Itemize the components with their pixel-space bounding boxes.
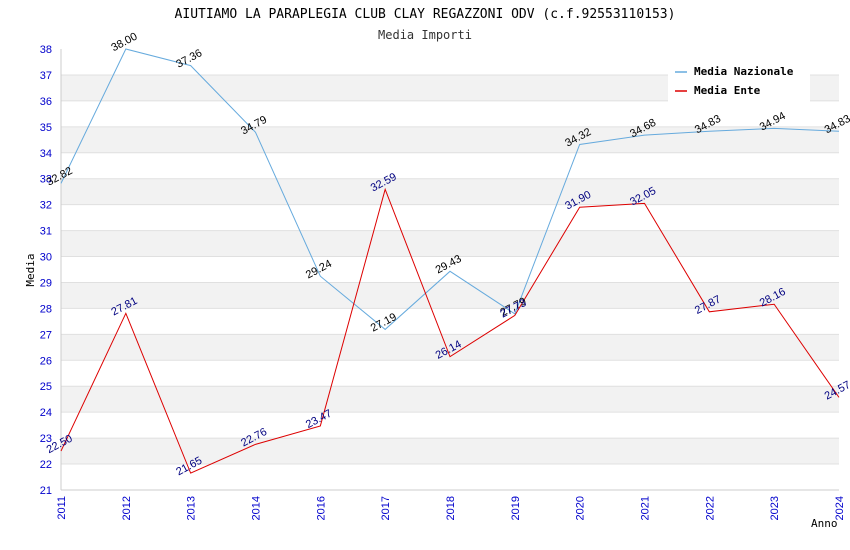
y-tick-label: 33 [40, 174, 52, 186]
x-tick-label: 2013 [186, 496, 198, 520]
chart-title: AIUTIAMO LA PARAPLEGIA CLUB CLAY REGAZZO… [175, 7, 676, 22]
x-tick-label: 2016 [315, 496, 327, 520]
grid-bands [61, 49, 839, 491]
y-tick-label: 28 [40, 303, 52, 315]
legend-label-nazionale: Media Nazionale [694, 65, 794, 78]
x-tick-label: 2017 [380, 496, 392, 520]
series-lines [60, 48, 840, 474]
x-tick-label: 2023 [769, 496, 781, 520]
y-tick-label: 23 [40, 433, 52, 445]
series-line-ente [60, 187, 840, 474]
y-tick-label: 22 [40, 459, 52, 471]
chart-subtitle: Media Importi [378, 28, 472, 42]
y-axis-ticks: 21 22 23 24 25 26 27 28 29 30 31 32 33 34 35 36 37 38 [40, 44, 52, 497]
y-tick-label: 32 [40, 200, 52, 212]
legend-box [668, 60, 810, 102]
grid-band [61, 386, 839, 413]
y-tick-label: 26 [40, 355, 52, 367]
grid-band [61, 412, 839, 439]
grid-band [61, 256, 839, 283]
x-tick-label: 2011 [56, 496, 68, 520]
y-tick-label: 21 [40, 485, 52, 497]
grid-band [61, 178, 839, 205]
x-tick-label: 2012 [121, 496, 133, 520]
y-tick-label: 24 [40, 407, 52, 419]
series-line-nazionale [60, 48, 840, 331]
x-axis-ticks: 2011 2012 2013 2014 2016 2017 2018 2019 2020 2021… [56, 496, 846, 520]
grid-band [61, 152, 839, 179]
y-tick-label: 36 [40, 96, 52, 108]
y-tick-label: 35 [40, 122, 52, 134]
grid-band [61, 464, 839, 490]
x-tick-label: 2024 [834, 496, 846, 520]
x-tick-label: 2018 [445, 496, 457, 520]
grid-band [61, 438, 839, 465]
y-tick-label: 37 [40, 70, 52, 82]
legend-label-ente: Media Ente [694, 84, 761, 97]
grid-band [61, 360, 839, 387]
grid-band [61, 308, 839, 335]
axes [60, 49, 839, 491]
y-tick-label: 34 [40, 148, 52, 160]
x-tick-label: 2019 [510, 496, 522, 520]
y-axis-label: Media [24, 253, 37, 286]
legend: Media Nazionale Media Ente [668, 60, 810, 102]
x-axis-label: Anno [811, 517, 838, 530]
y-tick-label: 38 [40, 44, 52, 56]
y-tick-label: 29 [40, 277, 52, 289]
grid-band [61, 100, 839, 127]
x-tick-label: 2021 [640, 496, 652, 520]
y-tick-label: 25 [40, 381, 52, 393]
y-tick-label: 30 [40, 252, 52, 264]
grid-band [61, 204, 839, 231]
x-tick-label: 2020 [575, 496, 587, 520]
grid-band [61, 282, 839, 309]
y-tick-label: 27 [40, 329, 52, 341]
x-tick-label: 2022 [704, 496, 716, 520]
x-tick-label: 2014 [251, 496, 263, 520]
grid-band [61, 230, 839, 257]
y-tick-label: 31 [40, 226, 52, 238]
